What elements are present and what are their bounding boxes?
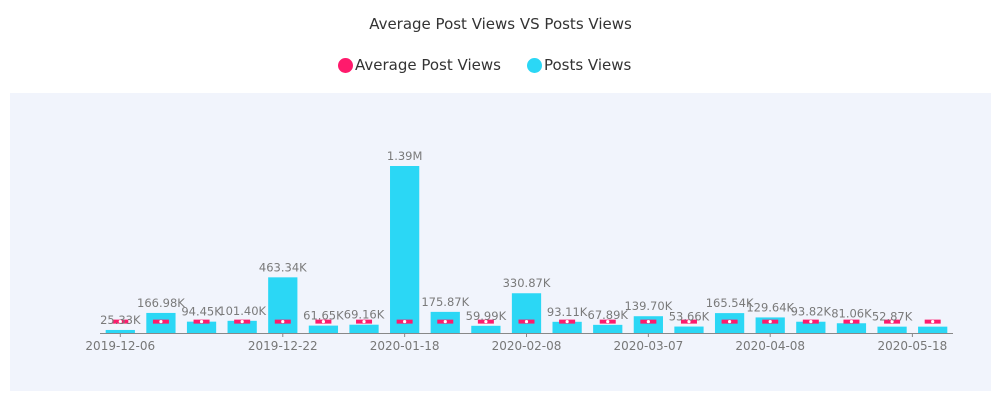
x-tick-label: 2020-01-18	[370, 339, 440, 353]
bar-value-label: 81.06K	[831, 306, 872, 320]
bar-posts-views[interactable]	[268, 277, 298, 333]
bar-value-label: 139.70K	[624, 299, 672, 313]
average-point	[849, 319, 854, 324]
bar-posts-views[interactable]	[471, 325, 501, 333]
x-tick-label: 2019-12-06	[85, 339, 155, 353]
bar-posts-views[interactable]	[633, 316, 663, 333]
average-point	[524, 319, 529, 324]
bar-value-label: 69.16K	[344, 308, 385, 322]
average-point	[809, 319, 813, 324]
x-tick-label: 2020-05-18	[878, 339, 948, 353]
x-tick-label: 2020-02-08	[492, 339, 562, 353]
average-point	[484, 319, 488, 324]
bar-value-label: 93.82K	[791, 305, 832, 319]
average-point	[403, 319, 407, 324]
average-point	[199, 319, 204, 324]
legend-posts-label: Posts Views	[543, 56, 632, 74]
bar-posts-views[interactable]	[593, 324, 623, 333]
bar-value-label: 67.89K	[588, 308, 629, 322]
bar-value-label: 52.87K	[872, 310, 913, 324]
average-point	[606, 319, 610, 324]
bar-posts-views[interactable]	[796, 321, 826, 333]
average-point	[768, 319, 772, 324]
bar-value-label: 101.40K	[218, 304, 266, 318]
legend-average-label: Average Post Views	[355, 56, 501, 74]
average-point	[240, 319, 244, 324]
bar-posts-views[interactable]	[836, 323, 867, 333]
bar-value-label: 330.87K	[503, 276, 551, 290]
bar-value-label: 463.34K	[259, 260, 307, 274]
bar-value-label: 25.33K	[100, 313, 141, 327]
bar-value-label: 1.39M	[387, 149, 423, 163]
chart-title: Average Post Views VS Posts Views	[369, 15, 632, 33]
bar-posts-views[interactable]	[390, 166, 420, 333]
plot-area: 25.33K 166.98K 94.45K 101.40K 463.34K 61.65K 6…	[10, 93, 991, 391]
legend-average-swatch	[338, 57, 353, 73]
average-point	[646, 319, 650, 324]
average-point	[727, 319, 732, 324]
bar-value-label: 175.87K	[421, 295, 469, 309]
legend-item-average[interactable]: Average Post Views	[338, 56, 501, 74]
legend-item-posts[interactable]: Posts Views	[526, 56, 632, 74]
bar-posts-views[interactable]	[918, 326, 948, 333]
average-point	[565, 319, 569, 324]
legend-posts-swatch	[526, 57, 542, 73]
bar-posts-views[interactable]	[552, 321, 582, 333]
bar-value-label: 93.11K	[547, 305, 588, 319]
x-tick-label: 2019-12-22	[248, 339, 318, 353]
average-point	[321, 319, 326, 324]
bar-posts-views[interactable]	[186, 321, 217, 333]
bar-posts-views[interactable]	[308, 325, 339, 333]
x-tick-label: 2020-03-07	[613, 339, 683, 353]
bar-posts-views[interactable]	[349, 324, 379, 333]
bar-posts-views[interactable]	[674, 326, 704, 333]
bar-value-label: 59.99K	[466, 309, 507, 323]
bar-value-label: 166.98K	[137, 296, 185, 310]
average-point	[931, 319, 935, 324]
x-tick-label: 2020-04-08	[735, 339, 805, 353]
average-point	[118, 319, 122, 324]
bar-posts-views[interactable]	[877, 326, 907, 333]
bar-value-label: 53.66K	[669, 310, 710, 324]
legend: Average Post Views Posts Views	[338, 54, 657, 76]
average-point	[159, 319, 163, 324]
bar-value-label: 94.45K	[181, 305, 222, 319]
average-point	[362, 319, 366, 324]
average-point	[890, 319, 894, 324]
average-point	[281, 319, 285, 324]
bar-posts-views[interactable]	[105, 329, 135, 333]
average-point	[443, 319, 447, 324]
bar-value-label: 165.54K	[706, 296, 754, 310]
bar-value-label: 61.65K	[303, 309, 344, 323]
bar-posts-views[interactable]	[511, 293, 542, 333]
bar-value-label: 129.64K	[746, 300, 794, 314]
bar-posts-views[interactable]	[227, 320, 257, 333]
average-point	[687, 319, 691, 324]
